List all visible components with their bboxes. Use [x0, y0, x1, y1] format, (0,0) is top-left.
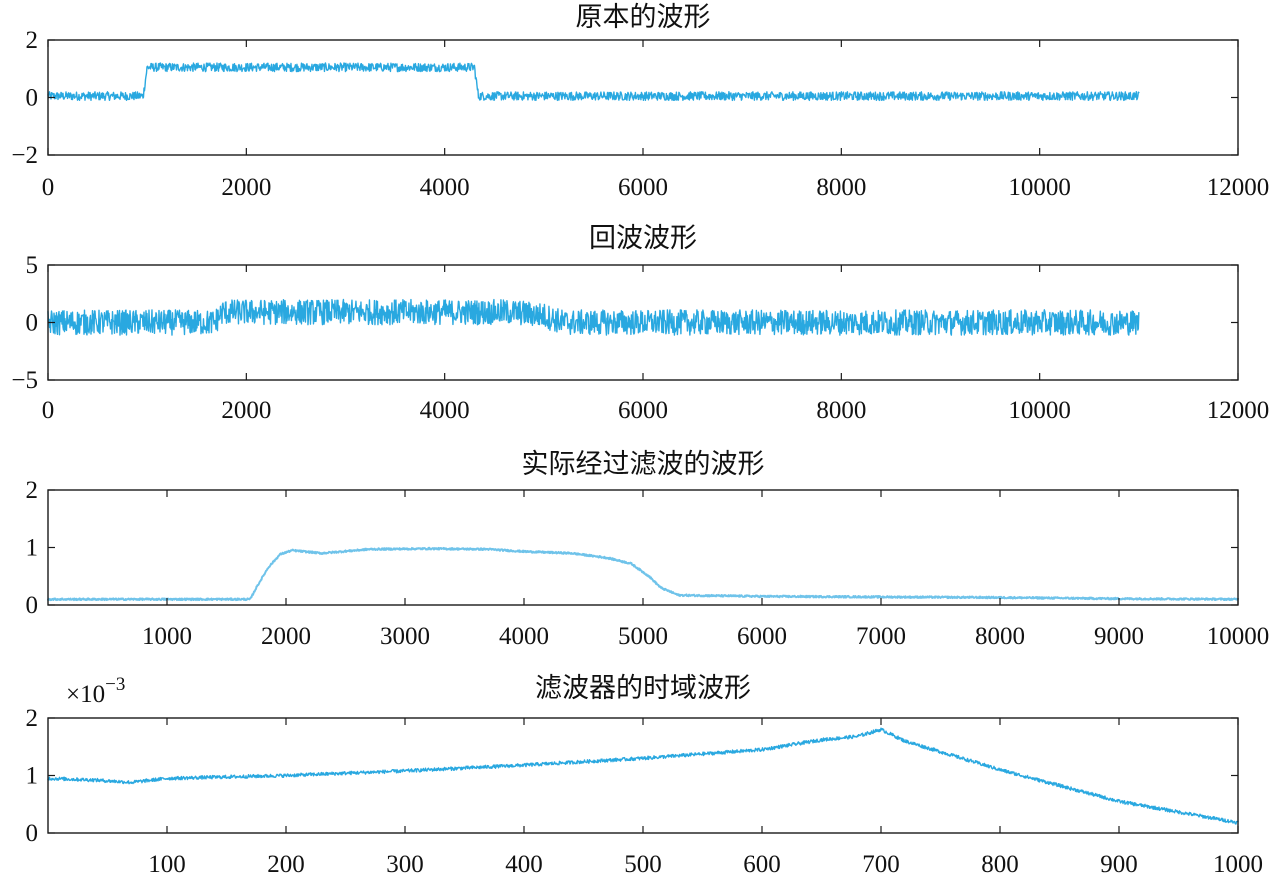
y-tick-label: 0	[26, 85, 39, 112]
x-tick-label: 200	[267, 851, 305, 875]
x-tick-label: 10000	[1207, 623, 1270, 650]
y-tick-label: 0	[26, 592, 39, 619]
x-tick-label: 12000	[1207, 397, 1270, 424]
x-tick-label: 500	[624, 851, 662, 875]
subplot-title: 滤波器的时域波形	[535, 673, 751, 703]
x-tick-label: 3000	[380, 623, 430, 650]
x-tick-label: 4000	[420, 397, 470, 424]
axes-frame	[47, 489, 1239, 606]
y-tick-label: 5	[26, 252, 39, 279]
x-tick-label: 800	[981, 851, 1019, 875]
y-tick-label: 0	[26, 820, 39, 847]
subplot-3: 1000 2000 3000 4000 5000 6000 7000 8000 9000 1000…	[26, 449, 1270, 650]
y-exponent-label: ×10−3	[66, 674, 125, 708]
y-exponent-power: −3	[105, 674, 125, 695]
x-tick-label: 5000	[618, 623, 668, 650]
x-tick-label: 0	[42, 174, 55, 201]
x-tick-label: 2000	[261, 623, 311, 650]
series-line-1-1	[47, 62, 1140, 102]
y-tick-label: 2	[26, 705, 39, 732]
subplot-4: 100 200 300 400 500 600 700 800 900 1000 0 1 2 滤波器的时域…	[26, 673, 1264, 875]
x-tick-label: 8000	[975, 623, 1025, 650]
x-tick-label: 12000	[1207, 174, 1270, 201]
x-tick-label: 6000	[618, 397, 668, 424]
y-tick-label: 0	[26, 310, 39, 337]
y-tick-label: 2	[26, 27, 39, 54]
subplot-title: 实际经过滤波的波形	[522, 449, 765, 479]
x-tick-label: 0	[42, 397, 55, 424]
axes-frame	[47, 717, 1239, 834]
x-tick-label: 4000	[499, 623, 549, 650]
series-line-3-1	[47, 546, 1239, 602]
x-tick-label: 8000	[816, 397, 866, 424]
x-tick-label: 9000	[1094, 623, 1144, 650]
x-tick-label: 100	[148, 851, 186, 875]
y-tick-label: 1	[26, 763, 39, 790]
x-tick-label: 400	[505, 851, 543, 875]
x-tick-label: 10000	[1008, 174, 1071, 201]
x-tick-label: 6000	[618, 174, 668, 201]
x-tick-label: 2000	[221, 174, 271, 201]
subplot-title: 原本的波形	[576, 2, 711, 32]
y-tick-label: 1	[26, 535, 39, 562]
x-tick-label: 300	[386, 851, 424, 875]
x-tick-label: 8000	[816, 174, 866, 201]
x-tick-label: 7000	[856, 623, 906, 650]
x-tick-label: 900	[1100, 851, 1138, 875]
y-tick-label: 2	[26, 477, 39, 504]
subplot-title: 回波波形	[589, 223, 697, 253]
y-tick-label: −2	[11, 142, 38, 169]
x-tick-label: 700	[862, 851, 900, 875]
x-tick-label: 1000	[142, 623, 192, 650]
x-tick-label: 2000	[221, 397, 271, 424]
y-tick-label: −5	[11, 367, 38, 394]
series-line-4-1	[47, 727, 1239, 825]
x-tick-label: 1000	[1213, 851, 1263, 875]
x-tick-label: 600	[743, 851, 781, 875]
x-tick-label: 10000	[1008, 397, 1071, 424]
x-tick-label: 6000	[737, 623, 787, 650]
x-tick-label: 4000	[420, 174, 470, 201]
series-line-2-1	[47, 298, 1140, 336]
